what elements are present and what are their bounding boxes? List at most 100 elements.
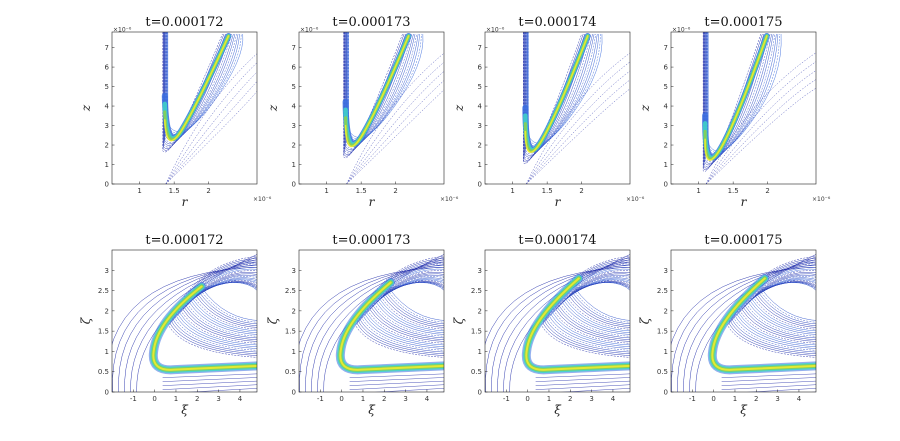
x-tick-label: 4 — [425, 395, 430, 403]
y-tick-label: 7 — [478, 44, 482, 52]
contour-line — [168, 256, 257, 358]
ridge-band — [339, 281, 444, 371]
contour-line — [554, 270, 630, 344]
plot-area — [112, 254, 257, 392]
lower-contour — [535, 380, 630, 386]
y-tick-label: 1.5 — [471, 328, 482, 336]
y-tick-label: 0 — [292, 181, 296, 189]
contour-line — [360, 261, 444, 353]
y-tick-label: 2 — [105, 307, 109, 315]
x-tick-label: 1 — [324, 187, 328, 195]
x-axis-label: r — [555, 195, 562, 209]
lower-contour — [721, 373, 816, 378]
y-tick-label: 3 — [105, 122, 109, 130]
contour-line — [374, 276, 444, 337]
contour-line — [528, 32, 603, 144]
y-tick-label: 4 — [105, 103, 110, 111]
y-tick-label: 1 — [664, 348, 668, 356]
axes-frame — [298, 249, 445, 393]
plot-area — [342, 32, 444, 184]
contour-line — [706, 32, 776, 158]
x-tick-label: 2 — [382, 395, 386, 403]
y-tick-label: 2.5 — [285, 287, 296, 295]
outer-contour — [526, 61, 630, 184]
lower-contour — [162, 380, 257, 386]
y-tick-label: 2.5 — [98, 287, 109, 295]
contour-line — [182, 272, 257, 342]
x-tick-label: 1 — [137, 187, 141, 195]
x-axis-label: ξ — [554, 403, 562, 417]
contour-line — [348, 32, 424, 138]
y-tick-label: 6 — [105, 64, 110, 72]
ridge-band — [707, 273, 816, 375]
x-tick-label: 2 — [393, 187, 397, 195]
contour-line — [741, 272, 816, 342]
x-tick-label: 0 — [525, 395, 529, 403]
contour-line — [568, 281, 630, 328]
ridge-band — [524, 35, 589, 154]
contour-line — [541, 256, 630, 358]
x-tick-label: 1 — [361, 395, 365, 403]
outer-contour — [165, 62, 257, 184]
x-multiplier: ×10⁻⁶ — [253, 196, 272, 203]
x-axis-label: r — [182, 195, 189, 209]
ridge-band — [344, 35, 410, 148]
contour-line — [752, 280, 816, 330]
lower-contour — [721, 384, 816, 390]
lower-contour — [375, 388, 444, 392]
outer-contour — [705, 52, 816, 184]
y-tick-label: 2.5 — [657, 287, 668, 295]
panel-title: t=0.000175 — [704, 15, 782, 30]
contour-line — [749, 278, 816, 333]
x-tick-label: 4 — [238, 395, 243, 403]
contour-line — [732, 261, 816, 353]
contour-line — [358, 259, 444, 355]
outer-contour — [346, 62, 444, 184]
panel-top-3: 1 1.5 2 0 1 2 3 4 5 6 7 t=0.000174 r z ×10⁻⁶ ×10⁻⁶ — [452, 15, 645, 209]
y-multiplier: ×10⁻⁶ — [113, 27, 132, 34]
contour-line — [558, 274, 630, 339]
contour-line — [574, 282, 630, 321]
panel-bottom-2: -1 0 1 2 3 4 0 0.5 1 1.5 2 2.5 3 t=0.000173 ξ ζ — [266, 233, 445, 417]
x-tick-label: 0 — [152, 395, 156, 403]
contour-line — [173, 261, 257, 353]
axes-frame — [484, 31, 631, 185]
ridge-band — [163, 35, 230, 142]
axes-frame — [670, 249, 817, 393]
x-tick-label: 2 — [568, 395, 572, 403]
contour-line — [756, 281, 816, 326]
contour-line — [164, 32, 229, 146]
panel-bottom-3: -1 0 1 2 3 4 0 0.5 1 1.5 2 2.5 3 t=0.000174 ξ ζ — [452, 233, 631, 417]
ridge-band — [525, 277, 630, 371]
contour-line — [163, 32, 226, 149]
contour-line — [356, 258, 444, 356]
contour-line — [743, 273, 816, 340]
x-tick-label: 1.5 — [728, 187, 739, 195]
contour-line — [565, 279, 630, 332]
lower-contour — [162, 373, 257, 378]
y-tick-label: 0.5 — [285, 368, 296, 376]
x-tick-label: 0 — [339, 395, 343, 403]
y-tick-label: 7 — [105, 44, 109, 52]
y-tick-label: 0 — [105, 181, 109, 189]
y-tick-label: 1 — [292, 348, 296, 356]
x-tick-label: -1 — [689, 395, 696, 403]
y-tick-label: 2 — [292, 142, 296, 150]
contour-line — [736, 267, 816, 347]
x-multiplier: ×10⁻⁶ — [626, 196, 645, 203]
y-multiplier: ×10⁻⁶ — [486, 27, 505, 34]
x-tick-label: 1 — [733, 395, 737, 403]
outer-contour — [671, 267, 816, 346]
y-tick-label: 3 — [292, 122, 296, 130]
y-tick-label: 5 — [292, 83, 296, 91]
x-tick-label: 1 — [510, 187, 514, 195]
x-tick-label: 2 — [754, 395, 758, 403]
lower-contour — [162, 384, 257, 390]
lower-contour — [535, 377, 630, 382]
x-tick-label: 1.5 — [169, 187, 180, 195]
contour-line — [746, 276, 816, 337]
y-tick-label: 5 — [664, 83, 668, 91]
contour-line — [166, 32, 237, 138]
y-tick-label: 3 — [478, 122, 482, 130]
contour-line — [542, 258, 630, 356]
